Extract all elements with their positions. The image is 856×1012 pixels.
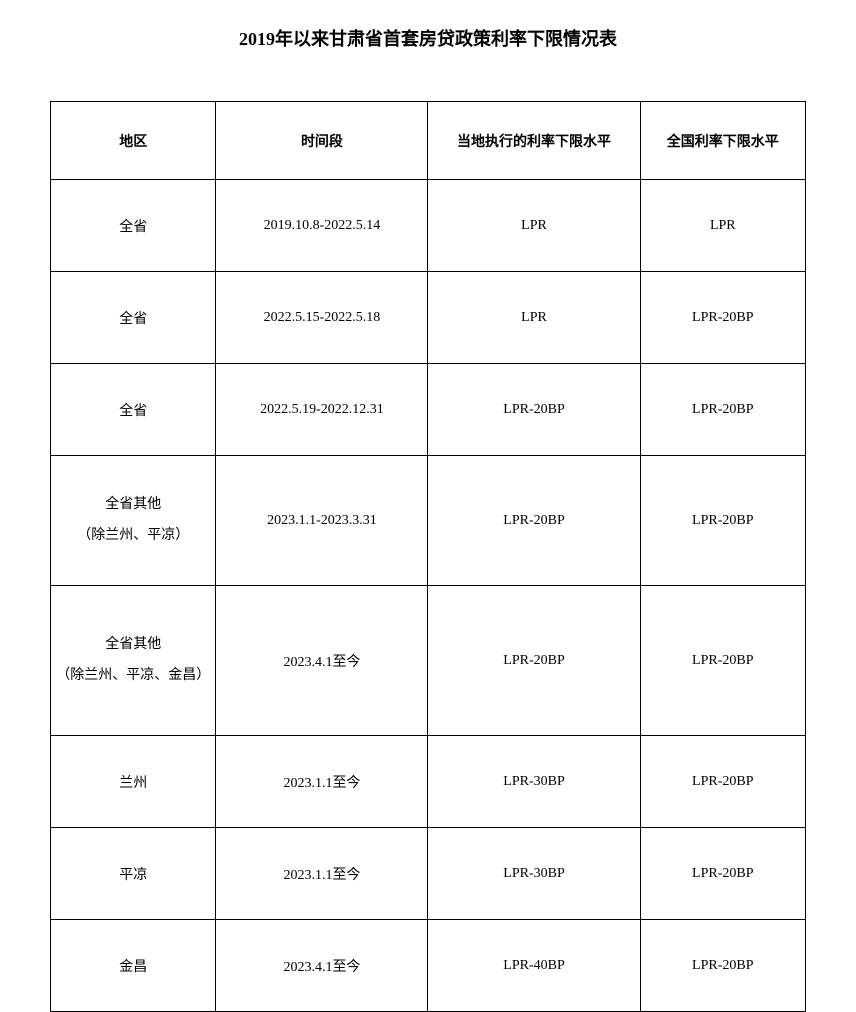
cell-period: 2023.4.1至今 bbox=[216, 586, 428, 736]
cell-national-rate: LPR-20BP bbox=[640, 828, 805, 920]
cell-national-rate: LPR-20BP bbox=[640, 272, 805, 364]
cell-local-rate: LPR-20BP bbox=[428, 456, 640, 586]
region-line1: 全省其他 bbox=[55, 630, 211, 661]
header-region: 地区 bbox=[51, 102, 216, 180]
cell-national-rate: LPR-20BP bbox=[640, 456, 805, 586]
cell-period: 2022.5.15-2022.5.18 bbox=[216, 272, 428, 364]
region-line2: （除兰州、平凉、金昌） bbox=[55, 661, 211, 692]
header-national-rate: 全国利率下限水平 bbox=[640, 102, 805, 180]
table-row: 全省2022.5.19-2022.12.31LPR-20BPLPR-20BP bbox=[51, 364, 806, 456]
table-row: 全省2022.5.15-2022.5.18LPRLPR-20BP bbox=[51, 272, 806, 364]
table-row: 全省其他（除兰州、平凉、金昌）2023.4.1至今LPR-20BPLPR-20B… bbox=[51, 586, 806, 736]
cell-region: 全省 bbox=[51, 364, 216, 456]
cell-period: 2019.10.8-2022.5.14 bbox=[216, 180, 428, 272]
table-row: 兰州2023.1.1至今LPR-30BPLPR-20BP bbox=[51, 736, 806, 828]
cell-period: 2023.1.1至今 bbox=[216, 828, 428, 920]
region-line2: （除兰州、平凉） bbox=[55, 521, 211, 552]
cell-local-rate: LPR-30BP bbox=[428, 736, 640, 828]
table-header-row: 地区 时间段 当地执行的利率下限水平 全国利率下限水平 bbox=[51, 102, 806, 180]
cell-period: 2023.1.1-2023.3.31 bbox=[216, 456, 428, 586]
cell-local-rate: LPR bbox=[428, 272, 640, 364]
cell-region: 全省其他（除兰州、平凉、金昌） bbox=[51, 586, 216, 736]
page-title: 2019年以来甘肃省首套房贷政策利率下限情况表 bbox=[50, 25, 806, 51]
cell-local-rate: LPR-30BP bbox=[428, 828, 640, 920]
table-row: 平凉2023.1.1至今LPR-30BPLPR-20BP bbox=[51, 828, 806, 920]
cell-national-rate: LPR bbox=[640, 180, 805, 272]
header-period: 时间段 bbox=[216, 102, 428, 180]
cell-period: 2023.1.1至今 bbox=[216, 736, 428, 828]
cell-national-rate: LPR-20BP bbox=[640, 586, 805, 736]
cell-local-rate: LPR bbox=[428, 180, 640, 272]
table-body: 全省2019.10.8-2022.5.14LPRLPR全省2022.5.15-2… bbox=[51, 180, 806, 1012]
table-row: 全省2019.10.8-2022.5.14LPRLPR bbox=[51, 180, 806, 272]
cell-region: 全省其他（除兰州、平凉） bbox=[51, 456, 216, 586]
cell-local-rate: LPR-20BP bbox=[428, 586, 640, 736]
cell-region: 兰州 bbox=[51, 736, 216, 828]
cell-national-rate: LPR-20BP bbox=[640, 736, 805, 828]
cell-region: 平凉 bbox=[51, 828, 216, 920]
region-line1: 全省其他 bbox=[55, 490, 211, 521]
cell-local-rate: LPR-20BP bbox=[428, 364, 640, 456]
cell-region: 全省 bbox=[51, 180, 216, 272]
rate-table: 地区 时间段 当地执行的利率下限水平 全国利率下限水平 全省2019.10.8-… bbox=[50, 101, 806, 1012]
header-local-rate: 当地执行的利率下限水平 bbox=[428, 102, 640, 180]
table-row: 全省其他（除兰州、平凉）2023.1.1-2023.3.31LPR-20BPLP… bbox=[51, 456, 806, 586]
cell-period: 2022.5.19-2022.12.31 bbox=[216, 364, 428, 456]
cell-region: 全省 bbox=[51, 272, 216, 364]
cell-national-rate: LPR-20BP bbox=[640, 364, 805, 456]
